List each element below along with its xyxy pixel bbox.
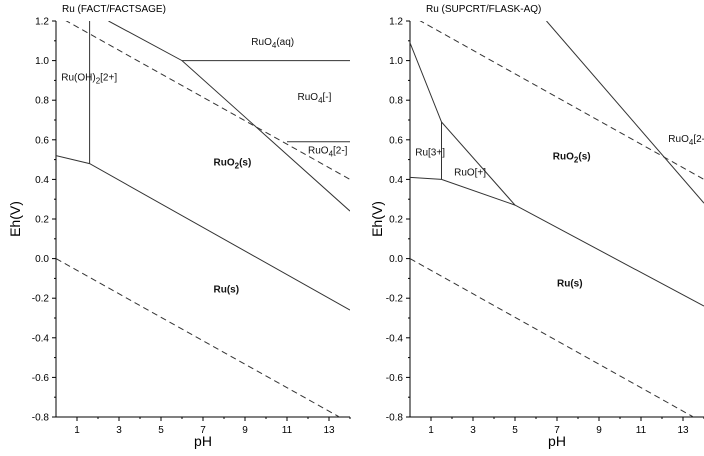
chart-1-ytick-label: 0.2 [35, 215, 49, 226]
chart-2-phase-boundary [546, 21, 704, 204]
chart-2-xtick-label: 5 [512, 425, 518, 436]
chart-1-ylabel: Eh(V) [7, 201, 23, 237]
chart-1-water-line [56, 258, 341, 417]
chart-1-xtick-label: 11 [282, 425, 293, 436]
chart-2-title: Ru (SUPCRT/FLASK-AQ) [426, 4, 541, 15]
chart-1-region-label: RuO2(s) [214, 158, 252, 171]
chart-2-ytick-label: -0.2 [386, 294, 404, 305]
chart-2-ytick-label: -0.4 [386, 333, 404, 344]
chart-2-region-label: RuO4[2-] [668, 134, 704, 147]
chart-2-water-line [410, 258, 695, 417]
chart-2-xtick-label: 9 [596, 425, 602, 436]
chart-1-title: Ru (FACT/FACTSAGE) [62, 4, 166, 15]
chart-1-xtick-label: 7 [200, 425, 206, 436]
chart-2-region-label: Ru(s) [557, 278, 583, 289]
chart-1-xtick-label: 3 [116, 425, 122, 436]
chart-1-ytick-label: 0.0 [35, 254, 49, 265]
chart-1-ytick-label: -0.6 [32, 373, 50, 384]
chart-2-ytick-label: -0.8 [386, 413, 404, 424]
chart-2-ylabel: Eh(V) [369, 201, 385, 237]
chart-1-region-label: RuO4[-] [298, 92, 332, 105]
chart-2-water-line [419, 21, 704, 180]
chart-2-xtick-label: 1 [428, 425, 434, 436]
chart-1-ytick-label: 1.0 [35, 56, 49, 67]
chart-2-ytick-label: 0.0 [389, 254, 403, 265]
chart-2-region-label: RuO2(s) [553, 152, 591, 165]
chart-2-ytick-label: 0.4 [389, 175, 403, 186]
chart-2-xtick-label: 11 [636, 425, 647, 436]
chart-1-ytick-label: 0.4 [35, 175, 49, 186]
chart-2-phase-boundary [441, 121, 516, 206]
chart-1-ytick-label: 1.2 [35, 17, 49, 28]
chart-2-xtick-label: 3 [470, 425, 476, 436]
chart-1-region-label: Ru(s) [214, 284, 240, 295]
chart-1-ytick-label: 0.8 [35, 96, 49, 107]
chart-1-phase-boundary [56, 155, 350, 311]
chart-2-region-label: Ru[3+] [415, 148, 445, 159]
chart-1-xtick-label: 5 [158, 425, 164, 436]
chart-1-ytick-label: -0.2 [32, 294, 50, 305]
chart-1-xtick-label: 13 [323, 425, 335, 436]
chart-2-xtick-label: 13 [677, 425, 689, 436]
chart-1: 1.21.00.80.60.40.20.0-0.2-0.4-0.6-0.81 3 5… [7, 4, 351, 449]
chart-1-water-line [65, 21, 350, 180]
chart-1-region-label: RuO4[2-] [308, 146, 348, 159]
chart-1-ytick-label: -0.4 [32, 333, 50, 344]
chart-2-ytick-label: -0.6 [386, 373, 404, 384]
chart-1-region-label: RuO4(aq) [251, 37, 294, 50]
chart-2-phase-boundary [410, 42, 442, 180]
chart-2-ytick-label: 1.0 [389, 56, 403, 67]
chart-2-xtick-label: 7 [554, 425, 560, 436]
chart-2-ytick-label: 0.2 [389, 215, 403, 226]
chart-1-xlabel: pH [194, 433, 212, 449]
chart-2-ytick-label: 0.6 [389, 135, 403, 146]
chart-1-ytick-label: -0.8 [32, 413, 50, 424]
chart-2-plot-area [410, 21, 704, 417]
chart-1-region-label: Ru(OH)2[2+] [61, 72, 117, 85]
chart-1-xtick-label: 1 [74, 425, 80, 436]
chart-1-xtick-label: 9 [242, 425, 248, 436]
chart-2: 1.21.00.80.60.40.20.0-0.2-0.4-0.6-0.81 3 5… [369, 4, 704, 449]
chart-1-plot-area [56, 21, 350, 417]
chart-1-phase-boundary [108, 21, 350, 212]
chart-2-xlabel: pH [548, 433, 566, 449]
chart-2-region-label: RuO[+] [454, 167, 486, 178]
chart-2-phase-boundary [410, 176, 704, 307]
chart-2-ytick-label: 1.2 [389, 17, 403, 28]
chart-2-ytick-label: 0.8 [389, 96, 403, 107]
chart-1-ytick-label: 0.6 [35, 135, 49, 146]
